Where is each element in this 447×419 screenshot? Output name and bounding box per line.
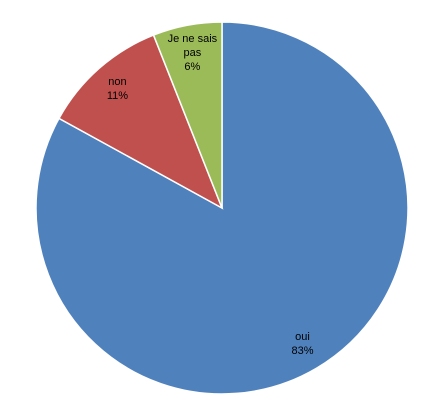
value-label: 11%: [106, 90, 129, 103]
pie-slice: [57, 34, 224, 210]
pie-slice: [152, 21, 223, 209]
data-label: Je ne sais pas 6%: [163, 32, 221, 74]
category-label: oui: [295, 331, 310, 344]
data-label: non 11%: [88, 75, 146, 103]
data-label: oui 83%: [273, 330, 331, 358]
category-label: non: [108, 76, 127, 89]
value-label: 6%: [184, 60, 201, 73]
category-label: Je ne sais pas: [167, 32, 218, 59]
value-label: 83%: [291, 345, 314, 358]
